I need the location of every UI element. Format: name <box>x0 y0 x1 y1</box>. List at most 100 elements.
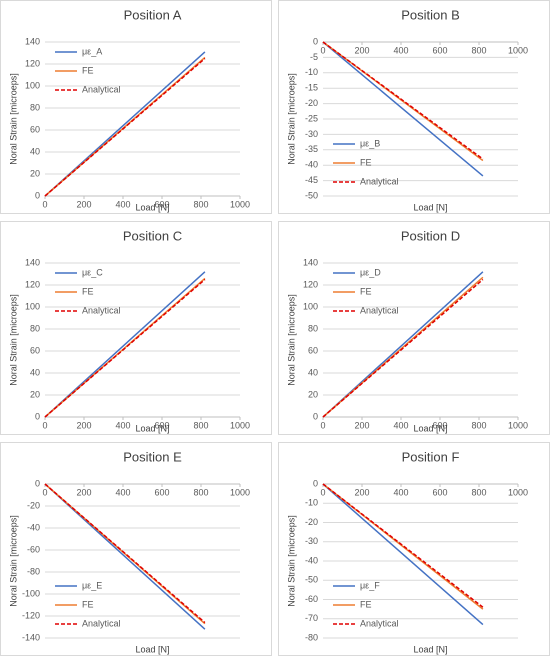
x-tick-label: 200 <box>354 45 369 55</box>
x-tick-label: 0 <box>320 487 325 497</box>
y-tick-label: 20 <box>30 389 40 399</box>
y-axis-title: Noral Strain [microeps] <box>286 515 296 607</box>
y-tick-label: -30 <box>305 129 318 139</box>
x-tick-label: 1000 <box>508 420 528 430</box>
x-tick-label: 1000 <box>508 45 528 55</box>
y-tick-label: 100 <box>25 301 40 311</box>
y-tick-label: 80 <box>308 323 318 333</box>
chart-title: Position B <box>401 7 460 22</box>
y-axis-title: Noral Strain [microeps] <box>8 294 18 386</box>
x-tick-label: 800 <box>193 487 208 497</box>
x-tick-label: 200 <box>354 420 369 430</box>
x-tick-label: 400 <box>393 420 408 430</box>
legend-label: με_D <box>360 267 381 277</box>
y-tick-label: -35 <box>305 144 318 154</box>
y-tick-label: 0 <box>35 478 40 488</box>
legend-label: FE <box>360 157 372 167</box>
x-tick-label: 1000 <box>508 487 528 497</box>
x-axis-title: Load [N] <box>135 202 169 212</box>
y-tick-label: -20 <box>305 98 318 108</box>
x-tick-label: 600 <box>154 420 169 430</box>
x-axis-title: Load [N] <box>413 644 447 654</box>
panel-border <box>0 221 272 435</box>
y-tick-label: 80 <box>30 102 40 112</box>
y-tick-label: -80 <box>305 632 318 642</box>
y-tick-label: -70 <box>305 613 318 623</box>
y-tick-label: 60 <box>30 124 40 134</box>
x-tick-label: 800 <box>471 420 486 430</box>
x-tick-label: 400 <box>115 420 130 430</box>
y-tick-label: -10 <box>305 498 318 508</box>
chart-panel: Position D 0 20 40 60 80 100 120 140 0 200 400 600 80… <box>278 221 550 435</box>
y-tick-label: -20 <box>305 517 318 527</box>
legend-label: Analytical <box>82 618 121 628</box>
legend-label: με_A <box>82 46 102 56</box>
x-tick-label: 600 <box>154 487 169 497</box>
series-line <box>44 483 206 624</box>
chart-title: Position A <box>124 7 182 22</box>
legend-label: με_C <box>82 267 103 277</box>
y-tick-label: 0 <box>313 478 318 488</box>
y-tick-label: -50 <box>305 190 318 200</box>
legend-label: Analytical <box>82 305 121 315</box>
y-tick-label: 40 <box>30 367 40 377</box>
x-tick-label: 600 <box>432 45 447 55</box>
y-tick-label: 60 <box>30 345 40 355</box>
legend-label: FE <box>82 599 94 609</box>
y-axis-title: Noral Strain [microeps] <box>286 294 296 386</box>
series-line <box>322 483 484 626</box>
legend-label: Analytical <box>82 84 121 94</box>
y-tick-label: 20 <box>30 168 40 178</box>
chart-title: Position D <box>401 228 460 243</box>
panel-border <box>0 442 272 656</box>
y-tick-label: -40 <box>305 160 318 170</box>
series-line <box>44 57 206 197</box>
x-tick-label: 0 <box>320 420 325 430</box>
y-tick-label: -60 <box>27 544 40 554</box>
y-tick-label: 140 <box>25 257 40 267</box>
y-tick-label: -100 <box>22 588 40 598</box>
legend-label: FE <box>360 286 372 296</box>
legend-label: Analytical <box>360 176 399 186</box>
x-axis-title: Load [N] <box>135 644 169 654</box>
panel-border <box>278 221 550 435</box>
legend-label: με_F <box>360 580 380 590</box>
y-tick-label: 120 <box>25 279 40 289</box>
legend-label: Analytical <box>360 618 399 628</box>
y-tick-label: -25 <box>305 113 318 123</box>
y-tick-label: -5 <box>310 52 318 62</box>
y-tick-label: 0 <box>313 36 318 46</box>
x-tick-label: 600 <box>154 199 169 209</box>
y-tick-label: -15 <box>305 83 318 93</box>
series-line <box>322 41 484 177</box>
x-tick-label: 0 <box>42 420 47 430</box>
chart-panel: Position C 0 20 40 60 80 100 120 140 0 200 400 600 80… <box>0 221 272 435</box>
x-tick-label: 200 <box>76 420 91 430</box>
x-tick-label: 800 <box>471 45 486 55</box>
y-tick-label: 60 <box>308 345 318 355</box>
chart-title: Position F <box>402 449 460 464</box>
y-axis-title: Noral Strain [microeps] <box>8 73 18 165</box>
x-tick-label: 1000 <box>230 420 250 430</box>
series-line <box>44 271 206 418</box>
y-tick-label: -30 <box>305 536 318 546</box>
x-tick-label: 600 <box>432 420 447 430</box>
panel-border <box>278 0 550 214</box>
x-axis-title: Load [N] <box>413 423 447 433</box>
x-tick-label: 400 <box>393 45 408 55</box>
x-axis-title: Load [N] <box>135 423 169 433</box>
y-tick-label: -10 <box>305 67 318 77</box>
chart-title: Position C <box>123 228 182 243</box>
y-tick-label: 120 <box>303 279 318 289</box>
y-tick-label: -50 <box>305 575 318 585</box>
y-tick-label: -120 <box>22 610 40 620</box>
legend-label: με_B <box>360 138 380 148</box>
x-tick-label: 0 <box>320 45 325 55</box>
x-tick-label: 800 <box>471 487 486 497</box>
x-tick-label: 400 <box>115 199 130 209</box>
y-tick-label: 0 <box>35 190 40 200</box>
y-tick-label: -40 <box>27 522 40 532</box>
y-tick-label: -60 <box>305 594 318 604</box>
